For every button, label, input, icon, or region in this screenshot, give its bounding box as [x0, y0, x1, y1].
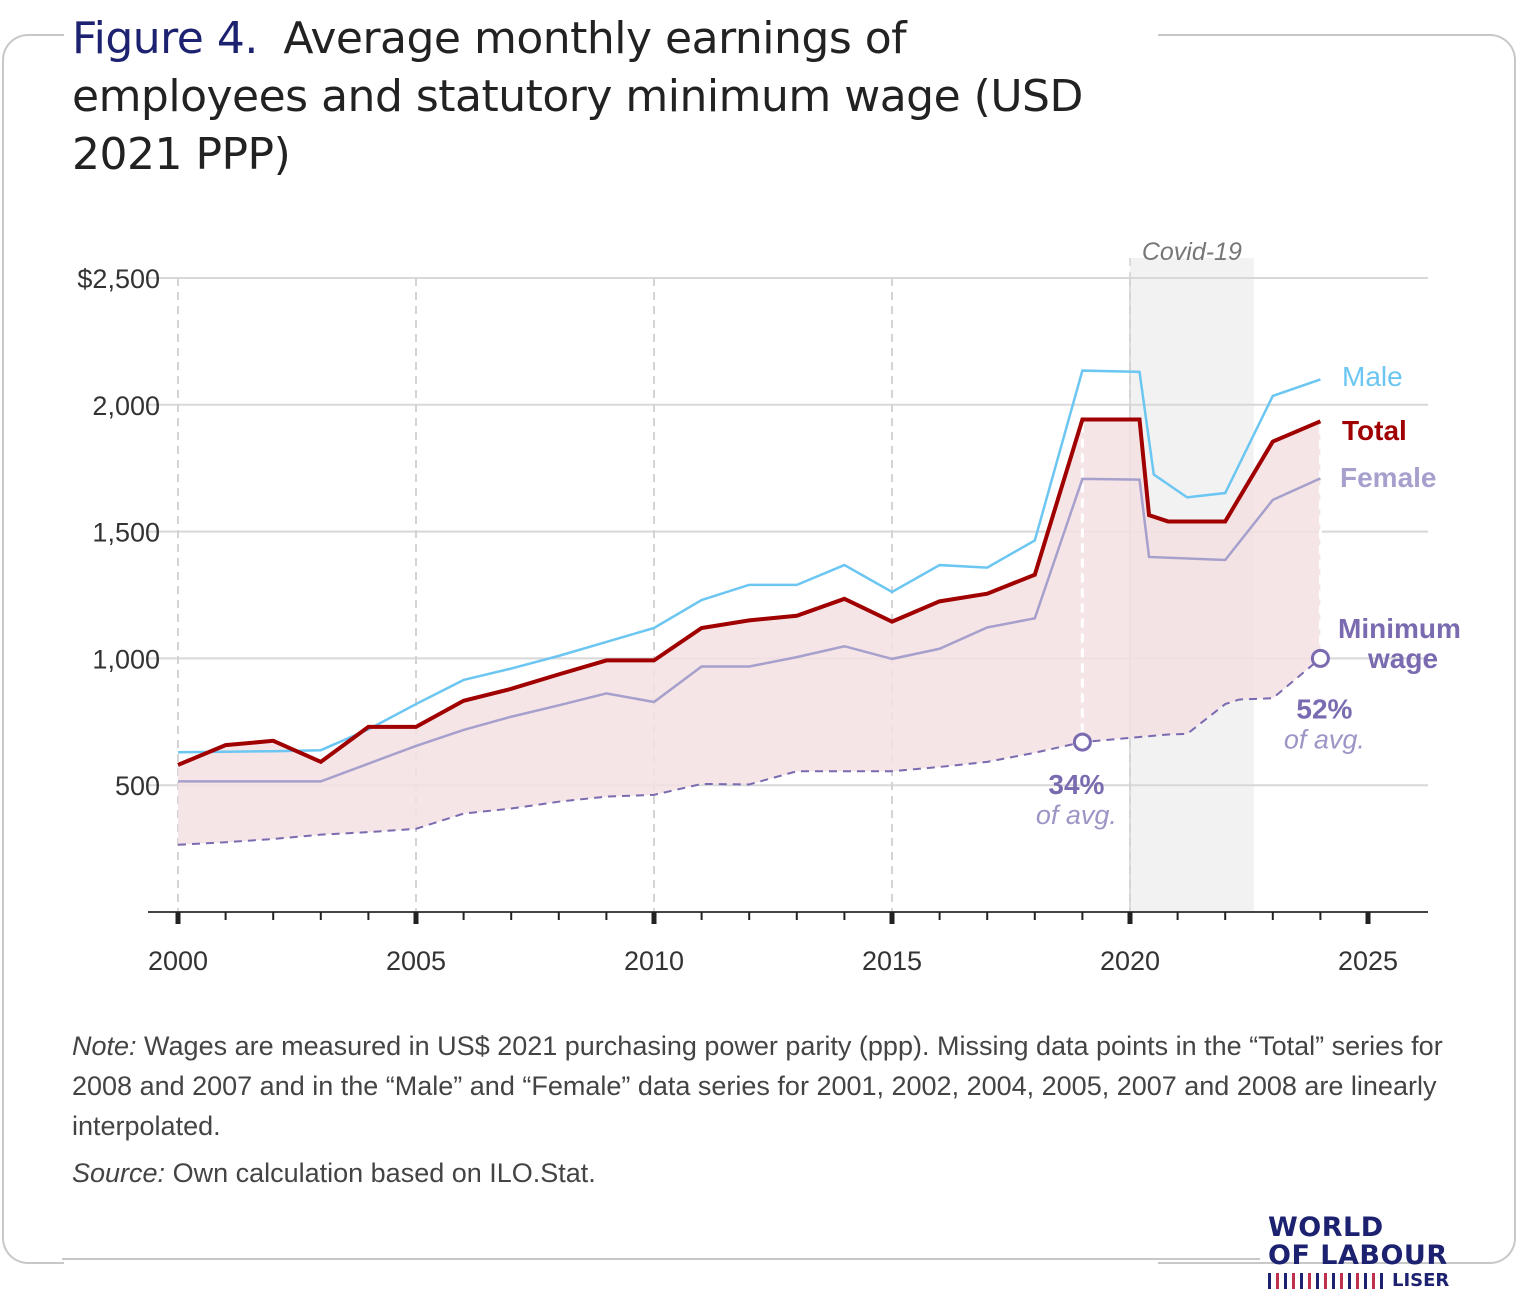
covid-label: Covid-19 [1142, 238, 1242, 266]
logo-line-1: WORLD [1268, 1212, 1384, 1243]
y-tick-label: 1,500 [92, 518, 160, 548]
y-tick-label: 1,000 [92, 644, 160, 674]
annotation-sub: of avg. [1284, 724, 1365, 754]
source-text: Own calculation based on ILO.Stat. [165, 1158, 596, 1188]
series-line-female [178, 477, 1321, 783]
source: Source: Own calculation based on ILO.Sta… [72, 1158, 596, 1189]
note: Note: Wages are measured in US$ 2021 pur… [72, 1026, 1452, 1146]
world-of-labour-logo: WORLD OF LABOUR LISER [1268, 1214, 1468, 1292]
x-tick-label: 2025 [1338, 946, 1398, 976]
annotation-percent: 52% [1296, 693, 1352, 724]
figure-label: Figure 4. [72, 13, 258, 64]
y-tick-label: $2,500 [77, 264, 160, 294]
legend-label-minimum-wage: Minimum [1338, 613, 1461, 644]
x-tick-label: 2020 [1100, 946, 1160, 976]
annotation-marker [1310, 648, 1330, 668]
figure-title: Figure 4. Average monthly earnings of em… [72, 10, 1152, 184]
legend-label-male: Male [1342, 361, 1403, 392]
logo-bars-icon [1268, 1273, 1386, 1289]
x-tick-label: 2005 [386, 946, 446, 976]
y-tick-label: 500 [115, 771, 160, 801]
series-line-minimum-wage [177, 657, 1322, 846]
legend-label-minimum-wage-2: wage [1367, 643, 1438, 674]
earnings-gap-band [178, 419, 1321, 845]
x-tick-label: 2000 [148, 946, 208, 976]
note-label: Note: [72, 1031, 137, 1061]
logo-line-2: OF LABOUR [1268, 1240, 1448, 1271]
logo-line-3: LISER [1268, 1270, 1468, 1292]
legend-label-female: Female [1340, 462, 1437, 493]
annotation-percent: 34% [1048, 769, 1104, 800]
legend-label-total: Total [1342, 415, 1407, 446]
source-label: Source: [72, 1158, 166, 1188]
figure-frame-left [2, 34, 64, 1264]
y-tick-label: 2,000 [92, 391, 160, 421]
logo-liser: LISER [1392, 1270, 1450, 1291]
note-text: Wages are measured in US$ 2021 purchasin… [72, 1031, 1443, 1141]
annotation-sub: of avg. [1036, 800, 1117, 830]
figure-title-text: Average monthly earnings of employees an… [72, 13, 1083, 180]
annotation-marker [1072, 732, 1092, 752]
x-tick-label: 2015 [862, 946, 922, 976]
series-line-total [177, 417, 1322, 767]
x-tick-label: 2010 [624, 946, 684, 976]
figure-frame-bottom [62, 1258, 1260, 1260]
chart: Covid-19 500 1,000 1,500 2,000 $2,500 2000 20… [77, 238, 1461, 976]
figure-frame-right [1158, 34, 1516, 1264]
